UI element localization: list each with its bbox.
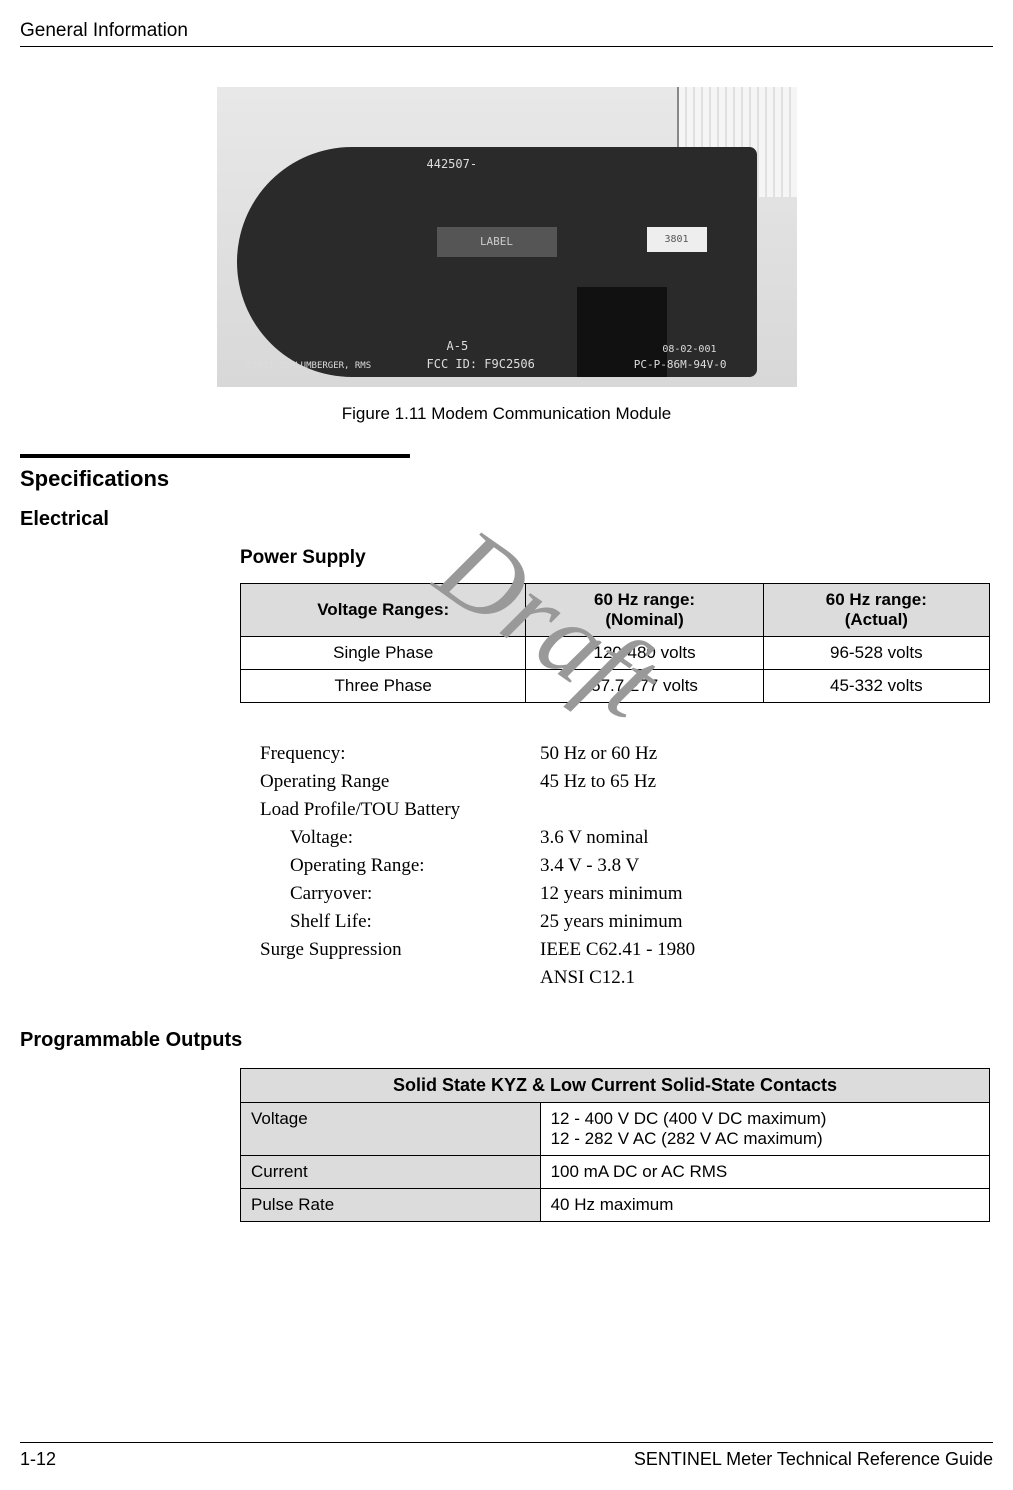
- pcb-part: PC-P-86M-94V-0: [634, 358, 727, 371]
- spec-row: ANSI C12.1: [260, 967, 993, 989]
- spec-row: Voltage: 3.6 V nominal: [290, 827, 993, 849]
- spec-row: Surge Suppression IEEE C62.41 - 1980: [260, 939, 993, 961]
- pcb-top-code: 442507-: [427, 157, 478, 171]
- pcb-fcc: FCC ID: F9C2506: [427, 357, 535, 371]
- figure-caption: Figure 1.11 Modem Communication Module: [20, 404, 993, 424]
- pcb-date: 08-02-001: [662, 344, 716, 355]
- section-rule: [20, 454, 410, 458]
- table-row: Current 100 mA DC or AC RMS: [241, 1156, 990, 1189]
- power-supply-heading: Power Supply: [240, 547, 993, 569]
- spec-row: Carryover: 12 years minimum: [290, 883, 993, 905]
- footer-page-number: 1-12: [20, 1449, 56, 1470]
- vt-r1-actual: 96-528 volts: [763, 637, 989, 670]
- vt-col3-l2: (Actual): [772, 610, 981, 630]
- pcb-connector-label: 3801: [647, 227, 707, 252]
- vt-col2-l1: 60 Hz range:: [594, 590, 695, 609]
- header-rule: [20, 46, 993, 47]
- table-row: Pulse Rate 40 Hz maximum: [241, 1189, 990, 1222]
- vt-col3-header: 60 Hz range: (Actual): [763, 584, 989, 637]
- batt-v-label: Voltage:: [290, 827, 540, 849]
- surge-value2: ANSI C12.1: [540, 967, 635, 989]
- electrical-heading: Electrical: [20, 508, 993, 531]
- voltage-ranges-table: Voltage Ranges: 60 Hz range: (Nominal) 6…: [240, 583, 990, 703]
- footer-doc-title: SENTINEL Meter Technical Reference Guide: [634, 1449, 993, 1470]
- vt-r2-nominal: 57.7-277 volts: [526, 670, 763, 703]
- out-r1-value: 12 - 400 V DC (400 V DC maximum) 12 - 28…: [540, 1103, 989, 1156]
- spec-row: Frequency: 50 Hz or 60 Hz: [260, 743, 993, 765]
- oprange-value: 45 Hz to 65 Hz: [540, 771, 656, 793]
- battery-label: Load Profile/TOU Battery: [260, 799, 540, 821]
- vt-col1-header: Voltage Ranges:: [241, 584, 526, 637]
- battery-sub: Voltage: 3.6 V nominal Operating Range: …: [290, 827, 993, 933]
- pcb-label-sticker: LABEL: [437, 227, 557, 257]
- spec-row: Shelf Life: 25 years minimum: [290, 911, 993, 933]
- freq-label: Frequency:: [260, 743, 540, 765]
- batt-op-label: Operating Range:: [290, 855, 540, 877]
- programmable-outputs-heading: Programmable Outputs: [20, 1029, 993, 1052]
- pcb-board: LABEL 3801 442507- ©2001 SCHLUMBERGER, R…: [237, 147, 757, 377]
- batt-carry-value: 12 years minimum: [540, 883, 682, 905]
- vt-r1-nominal: 120-480 volts: [526, 637, 763, 670]
- out-r3-label: Pulse Rate: [241, 1189, 541, 1222]
- batt-carry-label: Carryover:: [290, 883, 540, 905]
- surge-label: Surge Suppression: [260, 939, 540, 961]
- figure-block: LABEL 3801 442507- ©2001 SCHLUMBERGER, R…: [20, 87, 993, 424]
- freq-value: 50 Hz or 60 Hz: [540, 743, 657, 765]
- surge-value1: IEEE C62.41 - 1980: [540, 939, 695, 961]
- out-r3-value: 40 Hz maximum: [540, 1189, 989, 1222]
- batt-op-value: 3.4 V - 3.8 V: [540, 855, 639, 877]
- out-r1-v1: 12 - 400 V DC (400 V DC maximum): [551, 1109, 827, 1128]
- out-r2-value: 100 mA DC or AC RMS: [540, 1156, 989, 1189]
- vt-r2-label: Three Phase: [241, 670, 526, 703]
- out-r1-v2: 12 - 282 V AC (282 V AC maximum): [551, 1129, 823, 1148]
- specifications-heading: Specifications: [20, 466, 993, 492]
- table-row: Single Phase 120-480 volts 96-528 volts: [241, 637, 990, 670]
- spec-row: Load Profile/TOU Battery: [260, 799, 993, 821]
- batt-shelf-value: 25 years minimum: [540, 911, 682, 933]
- spec-list: Frequency: 50 Hz or 60 Hz Operating Rang…: [260, 743, 993, 989]
- spec-row: Operating Range: 3.4 V - 3.8 V: [290, 855, 993, 877]
- pcb-image: LABEL 3801 442507- ©2001 SCHLUMBERGER, R…: [217, 87, 797, 387]
- out-r2-label: Current: [241, 1156, 541, 1189]
- table-row: Three Phase 57.7-277 volts 45-332 volts: [241, 670, 990, 703]
- table-row: Voltage 12 - 400 V DC (400 V DC maximum)…: [241, 1103, 990, 1156]
- surge-spacer: [260, 967, 540, 989]
- footer-rule: [20, 1442, 993, 1443]
- outputs-header: Solid State KYZ & Low Current Solid-Stat…: [241, 1069, 990, 1103]
- vt-col2-header: 60 Hz range: (Nominal): [526, 584, 763, 637]
- outputs-table: Solid State KYZ & Low Current Solid-Stat…: [240, 1068, 990, 1222]
- vt-r2-actual: 45-332 volts: [763, 670, 989, 703]
- pcb-mid: A-5: [447, 339, 469, 353]
- vt-col3-l1: 60 Hz range:: [826, 590, 927, 609]
- pcb-copyright: ©2001 SCHLUMBERGER, RMS: [247, 361, 372, 371]
- oprange-label: Operating Range: [260, 771, 540, 793]
- out-r1-label: Voltage: [241, 1103, 541, 1156]
- vt-col2-l2: (Nominal): [534, 610, 754, 630]
- batt-v-value: 3.6 V nominal: [540, 827, 649, 849]
- page-header: General Information: [20, 20, 993, 42]
- vt-r1-label: Single Phase: [241, 637, 526, 670]
- batt-shelf-label: Shelf Life:: [290, 911, 540, 933]
- spec-row: Operating Range 45 Hz to 65 Hz: [260, 771, 993, 793]
- page-footer: 1-12 SENTINEL Meter Technical Reference …: [20, 1442, 993, 1470]
